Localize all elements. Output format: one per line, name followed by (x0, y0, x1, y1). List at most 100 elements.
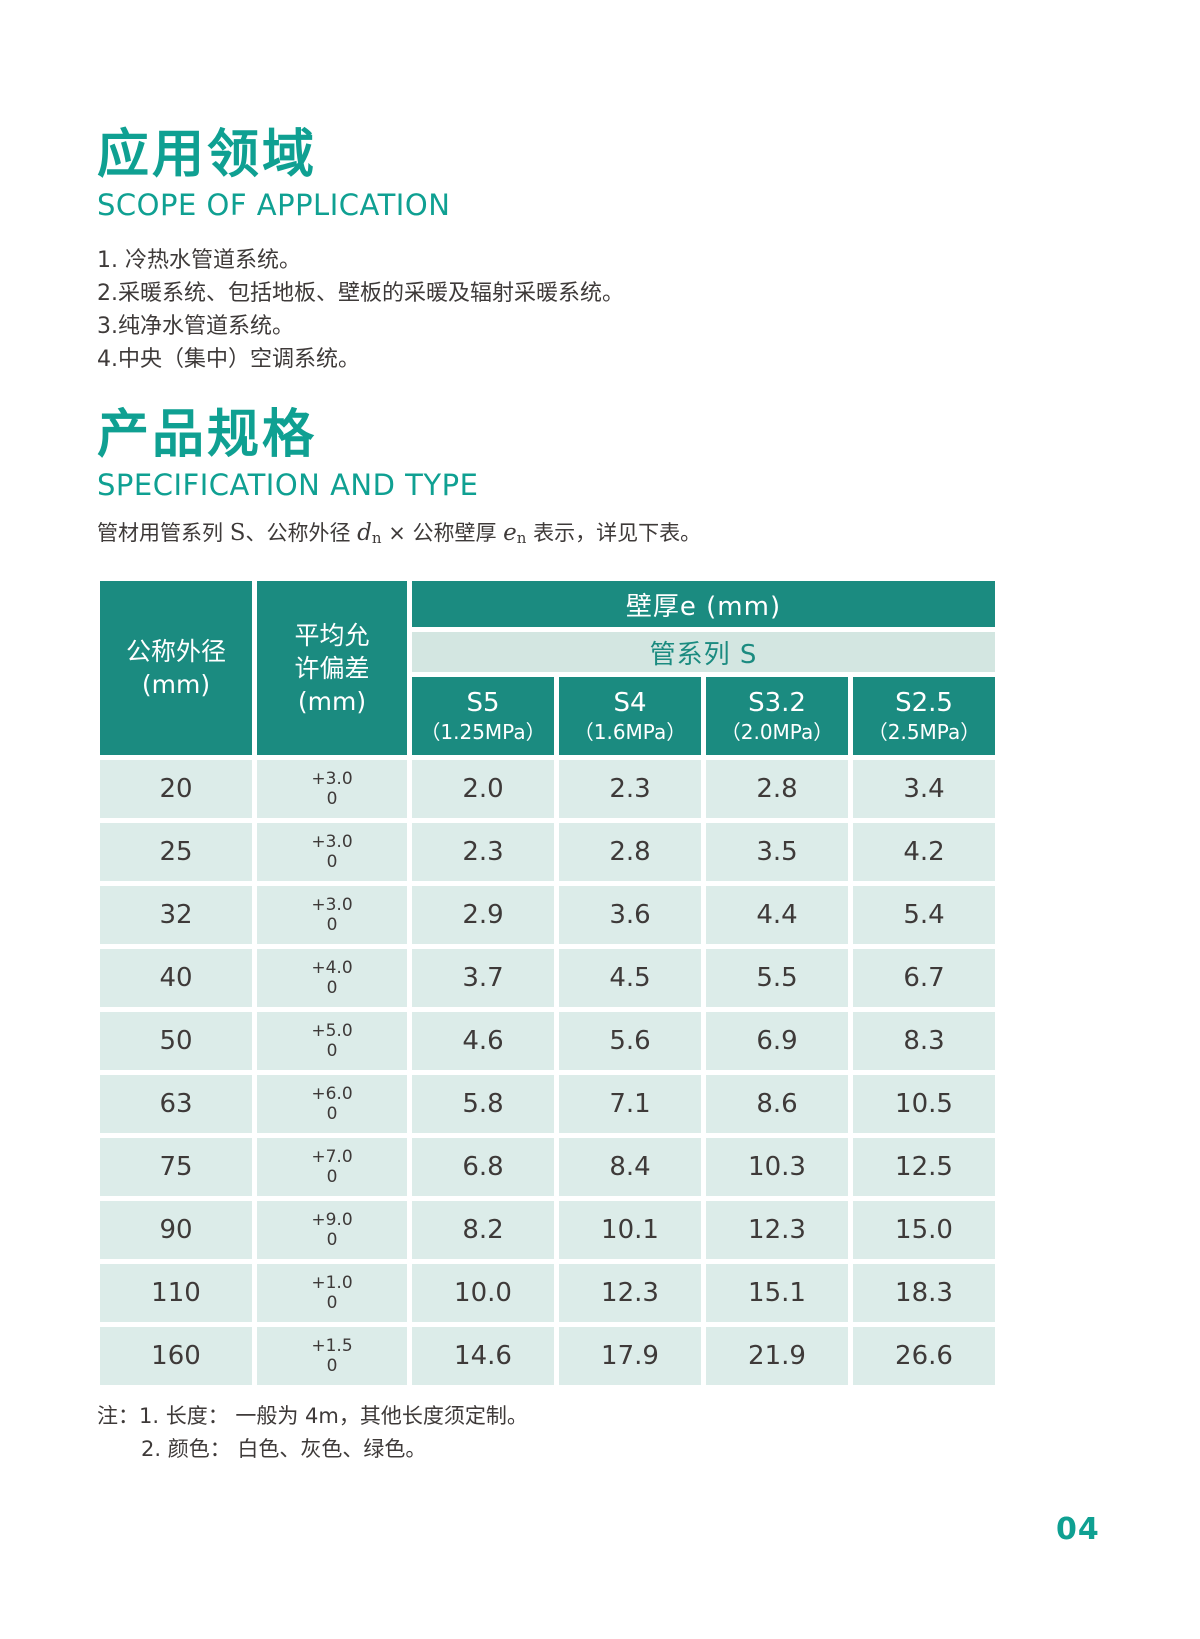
en-subscript: n (516, 529, 527, 547)
wall-thickness-value: 6.7 (853, 949, 995, 1007)
note-prefix: 注： (97, 1404, 139, 1428)
table-row: 63 +6.0 0 5.8 7.1 8.6 10.5 (100, 1075, 995, 1133)
tolerance-value: +3.0 0 (257, 886, 407, 944)
note-text: 2. 颜色： 白色、灰色、绿色。 (141, 1437, 427, 1461)
series-pressure: （1.6MPa） (573, 720, 687, 744)
wall-thickness-value: 2.0 (412, 760, 554, 818)
dn-symbol: d (357, 520, 372, 546)
application-list-item: 4.中央（集中）空调系统。 (97, 347, 360, 372)
table-row: 90 +9.0 0 8.2 10.1 12.3 15.0 (100, 1201, 995, 1259)
outer-diameter-value: 110 (100, 1264, 252, 1322)
wall-thickness-value: 5.6 (559, 1012, 701, 1070)
desc-text: 管材用管系列 (97, 521, 230, 545)
desc-text: 表示，详见下表。 (526, 521, 702, 545)
wall-thickness-value: 3.7 (412, 949, 554, 1007)
table-row: 40 +4.0 0 3.7 4.5 5.5 6.7 (100, 949, 995, 1007)
tolerance-plus: +9.0 (311, 1210, 353, 1230)
tolerance-value: +7.0 0 (257, 1138, 407, 1196)
application-list-item: 1. 冷热水管道系统。 (97, 248, 301, 273)
tolerance-plus: +3.0 (311, 769, 353, 789)
wall-thickness-value: 4.2 (853, 823, 995, 881)
tolerance-zero: 0 (326, 789, 338, 809)
table-header-row-1: 公称外径 (mm) 平均允 许偏差 (mm) 壁厚e (mm) (100, 581, 995, 755)
series-symbol: S (229, 520, 246, 546)
dn-subscript: n (371, 529, 382, 547)
tolerance-value: +1.0 0 (257, 1264, 407, 1322)
tolerance-zero: 0 (326, 1356, 338, 1376)
outer-diameter-value: 160 (100, 1327, 252, 1385)
tolerance-value: +9.0 0 (257, 1201, 407, 1259)
note-text: 1. 长度： 一般为 4m，其他长度须定制。 (139, 1404, 528, 1428)
en-symbol: e (503, 520, 517, 546)
application-list: 1. 冷热水管道系统。 2.采暖系统、包括地板、壁板的采暖及辐射采暖系统。 3.… (97, 244, 624, 376)
series-name: S4 (613, 688, 647, 718)
tolerance-value: +3.0 0 (257, 823, 407, 881)
wall-thickness-value: 6.8 (412, 1138, 554, 1196)
tolerance-value: +1.5 0 (257, 1327, 407, 1385)
header-wall-thickness: 壁厚e (mm) (412, 581, 995, 627)
wall-thickness-value: 12.5 (853, 1138, 995, 1196)
outer-diameter-value: 40 (100, 949, 252, 1007)
outer-diameter-value: 75 (100, 1138, 252, 1196)
table-row: 75 +7.0 0 6.8 8.4 10.3 12.5 (100, 1138, 995, 1196)
desc-text: 、公称外径 (245, 521, 358, 545)
wall-thickness-value: 14.6 (412, 1327, 554, 1385)
tolerance-plus: +7.0 (311, 1147, 353, 1167)
outer-diameter-value: 63 (100, 1075, 252, 1133)
outer-diameter-value: 90 (100, 1201, 252, 1259)
table-header-row-3: S5 （1.25MPa） S4 （1.6MPa） S3.2 （2.0MPa） S… (100, 677, 995, 755)
header-series-s4: S4 （1.6MPa） (559, 677, 701, 755)
table-row: 32 +3.0 0 2.9 3.6 4.4 5.4 (100, 886, 995, 944)
tolerance-plus: +1.5 (311, 1336, 353, 1356)
tolerance-plus: +6.0 (311, 1084, 353, 1104)
desc-text: × 公称壁厚 (381, 521, 504, 545)
header-tolerance-line3: (mm) (297, 686, 367, 716)
series-name: S2.5 (895, 688, 953, 718)
tolerance-zero: 0 (326, 915, 338, 935)
wall-thickness-value: 4.6 (412, 1012, 554, 1070)
wall-thickness-value: 8.6 (706, 1075, 848, 1133)
wall-thickness-value: 17.9 (559, 1327, 701, 1385)
tolerance-plus: +1.0 (311, 1273, 353, 1293)
tolerance-plus: +3.0 (311, 895, 353, 915)
header-series-s2-5: S2.5 （2.5MPa） (853, 677, 995, 755)
wall-thickness-value: 3.4 (853, 760, 995, 818)
header-outer-diameter: 公称外径 (mm) (100, 581, 252, 755)
tolerance-zero: 0 (326, 978, 338, 998)
wall-thickness-value: 10.0 (412, 1264, 554, 1322)
outer-diameter-value: 20 (100, 760, 252, 818)
wall-thickness-value: 5.8 (412, 1075, 554, 1133)
wall-thickness-value: 8.3 (853, 1012, 995, 1070)
wall-thickness-value: 10.1 (559, 1201, 701, 1259)
wall-thickness-value: 2.3 (559, 760, 701, 818)
series-pressure: （2.5MPa） (867, 720, 981, 744)
wall-thickness-value: 3.6 (559, 886, 701, 944)
outer-diameter-value: 50 (100, 1012, 252, 1070)
wall-thickness-value: 3.5 (706, 823, 848, 881)
wall-thickness-value: 2.8 (706, 760, 848, 818)
application-list-item: 3.纯净水管道系统。 (97, 314, 294, 339)
application-title-en: SCOPE OF APPLICATION (97, 188, 451, 222)
header-series-s5: S5 （1.25MPa） (412, 677, 554, 755)
tolerance-value: +3.0 0 (257, 760, 407, 818)
tolerance-plus: +4.0 (311, 958, 353, 978)
table-row: 20 +3.0 0 2.0 2.3 2.8 3.4 (100, 760, 995, 818)
table-row: 25 +3.0 0 2.3 2.8 3.5 4.2 (100, 823, 995, 881)
wall-thickness-value: 4.5 (559, 949, 701, 1007)
tolerance-zero: 0 (326, 1104, 338, 1124)
header-outer-diameter-line2: (mm) (141, 670, 211, 699)
header-outer-diameter-line1: 公称外径 (125, 637, 226, 666)
section-specification: 产品规格 SPECIFICATION AND TYPE 管材用管系列 S、公称外… (97, 406, 701, 572)
wall-thickness-value: 8.4 (559, 1138, 701, 1196)
page-number: 04 (1056, 1512, 1100, 1547)
tolerance-zero: 0 (326, 1293, 338, 1313)
header-pipe-series: 管系列 S (412, 632, 995, 672)
wall-thickness-value: 4.4 (706, 886, 848, 944)
table-row: 160 +1.5 0 14.6 17.9 21.9 26.6 (100, 1327, 995, 1385)
tolerance-zero: 0 (326, 852, 338, 872)
series-pressure: （2.0MPa） (720, 720, 834, 744)
specification-title-en: SPECIFICATION AND TYPE (97, 468, 479, 502)
series-name: S3.2 (748, 688, 806, 718)
wall-thickness-value: 2.8 (559, 823, 701, 881)
